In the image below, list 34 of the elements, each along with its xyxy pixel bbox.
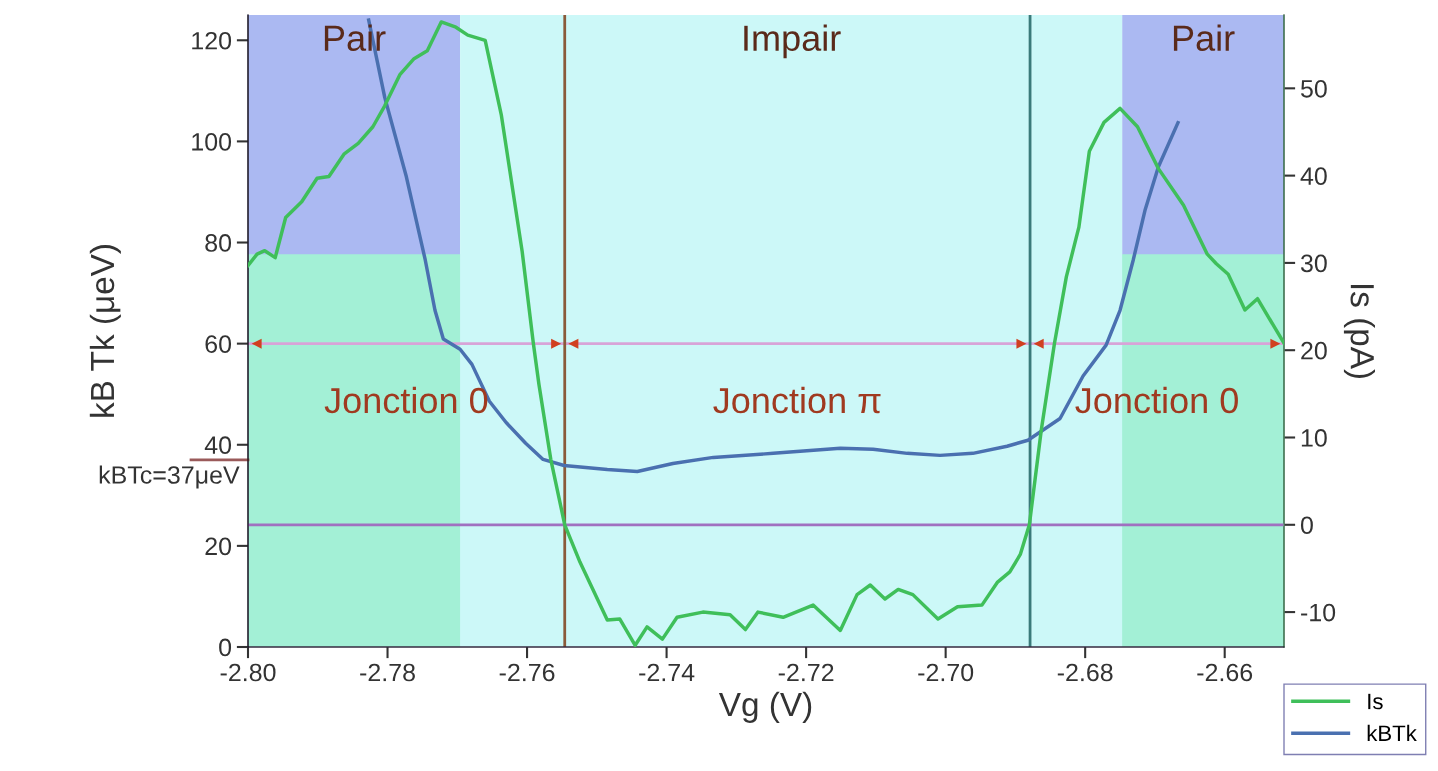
annotation: Jonction 0 [324, 386, 488, 414]
y2-tick-label: -10 [1301, 603, 1336, 622]
y2-axis-title: Is (pA) [1343, 285, 1375, 379]
annotation: Jonction π [713, 386, 881, 414]
x-tick-label: -2.72 [778, 663, 834, 682]
y2-tick-label: 10 [1301, 429, 1327, 447]
x-tick-label: -2.68 [1057, 663, 1113, 682]
x-tick-label: -2.80 [220, 663, 276, 682]
y-tick-label: 120 [192, 31, 232, 50]
x-tick-label: -2.66 [1197, 663, 1253, 682]
annotation: Jonction 0 [1075, 386, 1238, 414]
x-tick-label: -2.78 [360, 663, 415, 682]
y-tick-label: 100 [192, 133, 232, 151]
y-tick-label: 40 [204, 436, 232, 455]
x-tick-label: -2.76 [499, 663, 555, 682]
band-label: Impair [744, 24, 841, 59]
y-tick-label: 20 [205, 537, 232, 556]
y-tick-label: 80 [205, 234, 232, 252]
x-axis-title: Vg (V) [718, 691, 812, 723]
y2-tick-label: 20 [1301, 341, 1327, 360]
legend-label: kBTk [1367, 724, 1417, 741]
band-label: Pair [1173, 24, 1235, 51]
x-tick-label: -2.74 [639, 663, 695, 682]
y2-tick-label: 40 [1300, 167, 1327, 185]
y-tick-label: 0 [219, 638, 232, 657]
x-tick-label: -2.70 [918, 663, 974, 682]
y2-tick-label: 50 [1300, 79, 1327, 98]
y-tick-label: 60 [205, 335, 232, 353]
band-label: Pair [324, 24, 386, 51]
y-axis-title: kB Tk (μeV) [89, 245, 121, 417]
y2-tick-label: 0 [1300, 516, 1313, 535]
legend-label: Is [1368, 693, 1383, 710]
ref-line-label: kBTc=37μeV [99, 465, 240, 489]
y2-tick-label: 30 [1300, 254, 1327, 273]
